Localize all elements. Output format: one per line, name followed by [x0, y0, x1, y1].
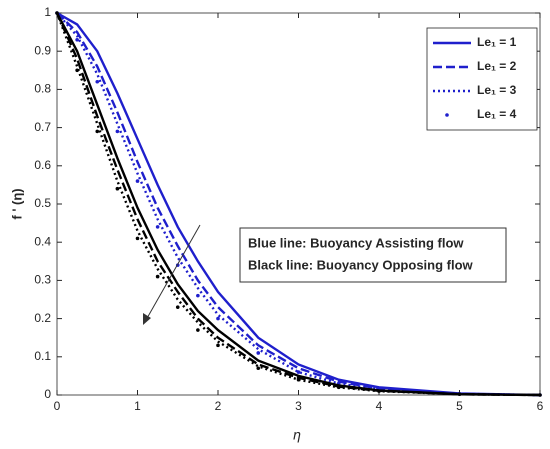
y-tick-label: 0.9 [34, 43, 51, 57]
data-point [196, 328, 200, 332]
y-tick-label: 0.6 [34, 158, 51, 172]
data-point [538, 393, 542, 397]
y-tick-label: 0.4 [34, 234, 51, 248]
x-tick-label: 4 [376, 399, 383, 413]
data-point [115, 129, 120, 134]
line-series [56, 12, 541, 397]
x-tick-label: 6 [537, 399, 544, 413]
x-axis-label: η [293, 427, 301, 443]
legend-label: Le₁ = 1 [477, 35, 517, 49]
x-tick-label: 0 [54, 399, 61, 413]
data-point [115, 186, 120, 191]
data-point [135, 236, 140, 241]
annotation-box [239, 227, 507, 283]
y-axis-label: f ' (η) [9, 188, 24, 219]
data-point [135, 179, 140, 183]
y-tick-label: 0.5 [34, 196, 51, 210]
line-series [56, 11, 541, 397]
line-series [55, 12, 541, 397]
data-point [296, 377, 301, 382]
data-point [216, 316, 220, 321]
data-point [377, 389, 381, 393]
data-point [155, 225, 160, 229]
annotation: Black line: Buoyancy Opposing flow [248, 257, 474, 272]
x-tick-label: 1 [134, 399, 141, 413]
legend-box [426, 27, 538, 131]
data-point [216, 343, 220, 348]
y-tick-label: 0.3 [34, 273, 51, 287]
data-point [175, 305, 180, 309]
x-tick-label: 2 [215, 399, 222, 413]
data-point [95, 79, 100, 84]
legend-swatch [445, 113, 449, 117]
y-tick-label: 0.1 [34, 349, 51, 363]
data-point [75, 68, 79, 73]
arrow-head [143, 313, 151, 325]
legend-label: Le₁ = 4 [477, 107, 517, 121]
arrow-line [145, 224, 201, 321]
annotation: Blue line: Buoyancy Assisting flow [248, 235, 464, 250]
legend-label: Le₁ = 3 [477, 83, 517, 97]
data-point [256, 351, 261, 355]
data-point [336, 385, 341, 390]
y-tick-label: 0.2 [34, 311, 51, 325]
data-point [95, 129, 100, 134]
y-tick-label: 0 [44, 387, 51, 401]
data-point [457, 392, 462, 397]
data-point [155, 274, 160, 279]
x-tick-label: 3 [295, 399, 302, 413]
plot-area: 0 1 2 3 4 5 6 0 0.1 0.2 0.3 0.4 0.5 0.6 0.7 0.8 0.9 1 [34, 5, 543, 413]
data-point [196, 293, 200, 298]
data-point [75, 37, 79, 42]
line-series [56, 12, 541, 397]
legend-label: Le₁ = 2 [477, 59, 517, 73]
data-point [256, 366, 261, 371]
y-tick-label: 1 [44, 5, 51, 19]
y-tick-label: 0.8 [34, 82, 51, 96]
data-point [296, 370, 301, 374]
x-tick-label: 5 [456, 399, 463, 413]
y-tick-label: 0.7 [34, 120, 51, 134]
data-point [55, 11, 59, 15]
